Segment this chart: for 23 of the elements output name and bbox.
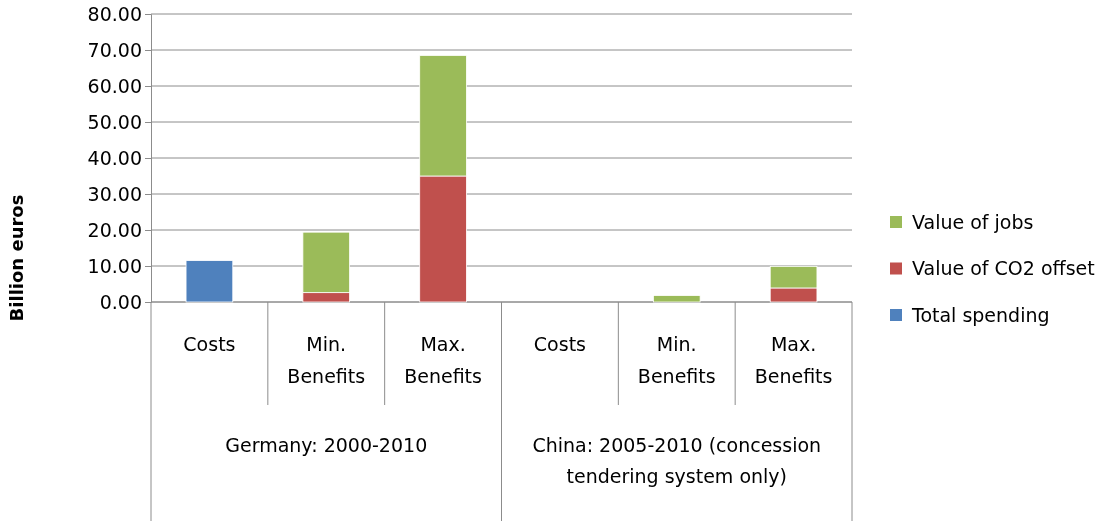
y-tick-label: 0.00: [99, 291, 142, 314]
y-tick-label: 30.00: [87, 183, 142, 206]
legend-label: Value of jobs: [912, 210, 1034, 233]
text: Germany: 2000-2010: [225, 434, 428, 456]
y-tick-label: 70.00: [87, 39, 142, 62]
y-axis-title: Billion euros: [6, 194, 27, 322]
legend-label: Total spending: [911, 303, 1050, 326]
y-tick-label: 80.00: [87, 3, 142, 26]
y-tick-label: 60.00: [87, 75, 142, 98]
x-tick-label: Min. Benefits: [637, 333, 716, 387]
bar: [185, 260, 234, 303]
y-tick-label: 40.00: [87, 147, 142, 170]
y-tick-label: 20.00: [87, 219, 142, 242]
x-tick-label: Max. Benefits: [754, 333, 833, 387]
x-tick-label: Min. Benefits: [287, 333, 366, 387]
text: China: 2005-2010 (concession tendering system only): [532, 434, 822, 487]
y-tick-label: 50.00: [87, 111, 142, 134]
x-tick-label: Costs: [183, 333, 236, 355]
legend-label: Value of CO2 offset: [912, 257, 1095, 280]
y-tick-label: 10.00: [87, 255, 142, 278]
bar: [652, 295, 701, 303]
x-tick-label: Max. Benefits: [404, 333, 482, 387]
x-tick-label: Costs: [533, 333, 586, 355]
